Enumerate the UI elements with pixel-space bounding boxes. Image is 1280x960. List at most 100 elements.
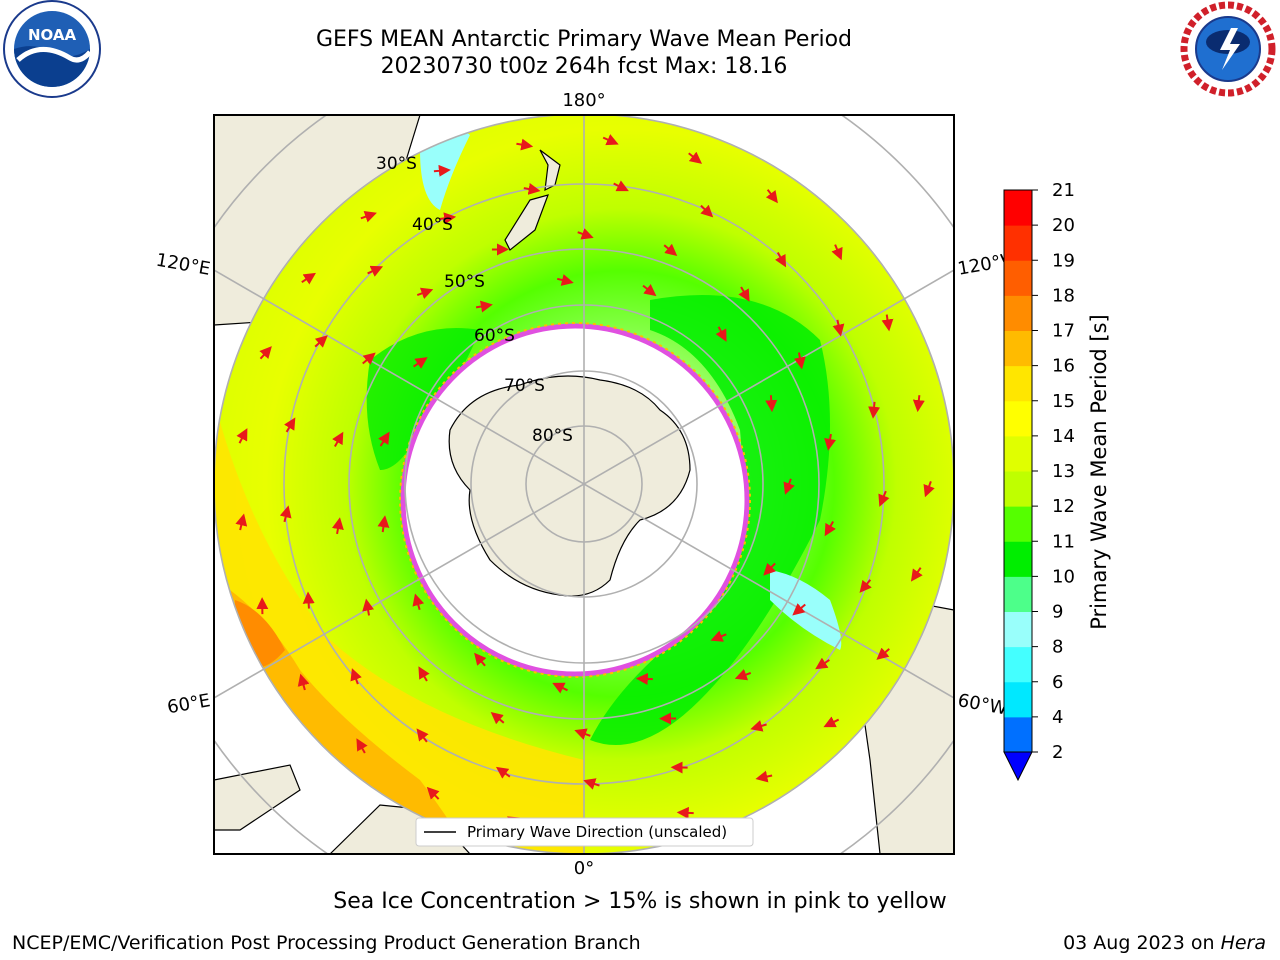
wave-arrow xyxy=(700,204,714,218)
colorbar-tick-label: 21 xyxy=(1052,180,1075,201)
noaa-logo: NOAA xyxy=(3,0,101,98)
wave-arrow xyxy=(523,183,541,195)
wave-arrow xyxy=(912,395,925,413)
wave-arrow xyxy=(859,579,872,593)
colorbar-tick-label: 19 xyxy=(1052,250,1075,271)
wave-arrow xyxy=(314,335,328,348)
wave-arrow xyxy=(663,243,678,257)
nws-logo xyxy=(1180,1,1276,97)
wave-arrow xyxy=(765,395,778,413)
colorbar-tick-label: 17 xyxy=(1052,321,1075,342)
colorbar-tick-label: 15 xyxy=(1052,391,1075,412)
wave-arrow xyxy=(815,657,830,670)
noaa-logo-text: NOAA xyxy=(28,26,77,44)
wave-arrow xyxy=(824,521,836,537)
colorbar-bin xyxy=(1004,330,1032,367)
antarctica-land xyxy=(448,375,691,597)
wave-arrow xyxy=(876,647,890,660)
lon-label-180: 180° xyxy=(562,90,605,111)
wave-arrow xyxy=(367,265,384,277)
wave-arrow xyxy=(793,352,806,370)
wave-arrow xyxy=(377,515,390,533)
map-graticule xyxy=(214,115,954,854)
wave-arrow xyxy=(832,319,845,337)
colorbar-tick-label: 14 xyxy=(1052,426,1075,447)
wave-arrow xyxy=(416,287,434,300)
chart-title: GEFS MEAN Antarctic Primary Wave Mean Pe… xyxy=(315,27,853,52)
colorbar-bin xyxy=(1004,295,1032,331)
colorbar-bin xyxy=(1004,506,1032,542)
lon-label-120e: 120°E xyxy=(154,250,212,280)
wave-arrow xyxy=(475,300,493,313)
colorbar-bin xyxy=(1004,611,1032,648)
colorbar-bin xyxy=(1004,471,1032,507)
colorbar-bin xyxy=(1004,435,1032,472)
map-content xyxy=(214,115,954,854)
wave-arrow xyxy=(792,603,806,616)
colorbar-tick-label: 13 xyxy=(1052,461,1075,482)
colorbar-bin xyxy=(1004,646,1032,683)
colorbar: 2 4 6 8 9 10 11 12 13 14 15 16 17 18 19 20 21 xyxy=(1003,180,1075,782)
wave-arrow xyxy=(235,513,248,531)
colorbar-bin xyxy=(1004,260,1032,296)
wave-arrow xyxy=(823,716,840,728)
wave-arrow xyxy=(574,728,591,740)
credit-left: NCEP/EMC/Verification Post Processing Pr… xyxy=(12,932,641,954)
lat-label-80s: 80°S xyxy=(532,426,573,446)
lat-label-40s: 40°S xyxy=(412,215,453,235)
colorbar-label: Primary Wave Mean Period [s] xyxy=(1087,314,1111,630)
wave-arrow xyxy=(412,593,425,611)
sea-ice-edge xyxy=(400,323,750,677)
colorbar-tick-label: 8 xyxy=(1052,637,1063,658)
colorbar-bin xyxy=(1004,541,1032,577)
lat-label-70s: 70°S xyxy=(504,376,545,396)
period-8s-sa xyxy=(770,570,842,650)
wave-arrow xyxy=(350,668,362,685)
map-legend: Primary Wave Direction (unscaled) xyxy=(415,817,754,847)
colorbar-bin xyxy=(1004,225,1032,261)
wave-arrow xyxy=(416,728,429,743)
colorbar-tick-label: 12 xyxy=(1052,496,1075,517)
wave-arrow xyxy=(613,180,629,192)
sea-ice-note: Sea Ice Concentration > 15% is shown in … xyxy=(333,889,947,914)
africa-land xyxy=(214,764,301,831)
wave-arrow xyxy=(831,244,843,261)
colorbar-tick-label: 6 xyxy=(1052,672,1063,693)
colorbar-tick-label: 10 xyxy=(1052,566,1075,587)
wave-arrow xyxy=(426,786,440,800)
credit-host: Hera xyxy=(1220,932,1266,954)
colorbar-bin xyxy=(1004,576,1032,612)
wave-arrow xyxy=(332,431,344,447)
wave-arrow xyxy=(878,490,890,507)
lon-label-0: 0° xyxy=(574,858,594,879)
wave-arrow xyxy=(763,562,776,576)
wave-arrow xyxy=(490,711,505,725)
credit-right: 03 Aug 2023 on Hera xyxy=(1063,932,1266,954)
lat-label-60s: 60°S xyxy=(474,326,515,346)
lat-label-30s: 30°S xyxy=(376,154,417,174)
wave-arrow xyxy=(474,652,487,667)
credit-date: 03 Aug 2023 on xyxy=(1063,932,1215,954)
legend-label: Primary Wave Direction (unscaled) xyxy=(467,823,727,841)
colorbar-bin xyxy=(1004,681,1032,718)
wave-arrow xyxy=(236,428,248,444)
wave-arrow xyxy=(824,433,837,451)
colorbar-bin xyxy=(1004,365,1032,402)
wave-arrow xyxy=(755,770,773,783)
wave-arrow xyxy=(362,352,376,365)
wave-arrow xyxy=(715,326,727,342)
lon-label-60w: 60°W xyxy=(956,690,1009,719)
wave-arrow xyxy=(418,666,430,682)
wave-arrow xyxy=(297,673,310,691)
wave-arrow xyxy=(923,481,935,498)
wave-arrow xyxy=(774,251,787,268)
map-frame xyxy=(213,114,955,855)
wave-arrow xyxy=(439,212,457,225)
wave-arrow xyxy=(688,151,703,164)
colorbar-under-extension xyxy=(1003,751,1033,782)
sea-ice-edge-outer xyxy=(399,322,751,678)
wave-arrow xyxy=(738,286,750,302)
wave-arrow xyxy=(356,738,368,754)
wave-arrow xyxy=(910,567,923,582)
